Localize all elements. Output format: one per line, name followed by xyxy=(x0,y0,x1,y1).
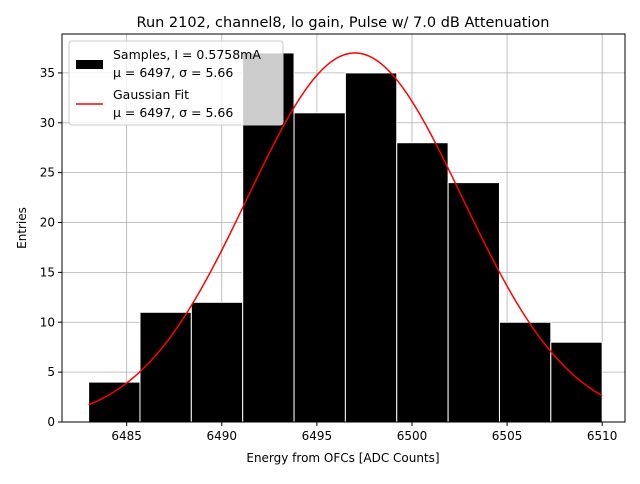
histogram-bar xyxy=(498,321,552,423)
y-tick-label: 0 xyxy=(47,415,55,429)
y-tick-label: 30 xyxy=(40,116,55,130)
x-tick-label: 6490 xyxy=(206,429,237,443)
histogram-bar xyxy=(344,72,398,423)
y-tick-label: 15 xyxy=(40,265,55,279)
histogram-bar xyxy=(396,142,449,423)
plot-frame xyxy=(61,33,626,423)
legend-fit-label: Gaussian Fit xyxy=(113,87,189,102)
histogram-bar xyxy=(190,301,244,423)
y-tick-label: 25 xyxy=(40,166,55,180)
x-tick-label: 6505 xyxy=(492,429,523,443)
legend-samples-stats: μ = 6497, σ = 5.66 xyxy=(113,65,233,80)
y-tick-label: 20 xyxy=(40,216,55,230)
legend-samples-label: Samples, I = 0.5758mA xyxy=(113,47,261,62)
legend-fit-stats: μ = 6497, σ = 5.66 xyxy=(113,105,233,120)
y-tick-label: 10 xyxy=(40,315,55,329)
legend-samples-swatch xyxy=(76,60,103,69)
x-tick-label: 6500 xyxy=(397,429,428,443)
y-tick-label: 5 xyxy=(47,365,55,379)
x-axis-ticks: 6485 6490 6495 6500 6505 6510 xyxy=(111,422,617,443)
histogram-bar xyxy=(550,341,603,423)
histogram-bar xyxy=(139,311,192,423)
y-tick-label: 35 xyxy=(40,66,55,80)
gaussian-fit xyxy=(88,52,603,406)
x-tick-label: 6495 xyxy=(302,429,333,443)
y-axis-ticks: 0 5 10 15 20 25 30 35 xyxy=(40,66,62,429)
histogram-bar xyxy=(293,112,346,423)
x-axis-label: Energy from OFCs [ADC Counts] xyxy=(246,451,439,465)
histogram-bar xyxy=(88,381,141,423)
x-tick-label: 6510 xyxy=(587,429,618,443)
y-axis-label: Entries xyxy=(15,207,29,249)
legend-box xyxy=(68,40,284,126)
x-tick-label: 6485 xyxy=(111,429,142,443)
gaussian-fit-curve xyxy=(88,52,603,406)
chart-title: Run 2102, channel8, lo gain, Pulse w/ 7.… xyxy=(137,15,550,31)
histogram-bar xyxy=(447,182,500,423)
legend: Samples, I = 0.5758mA μ = 6497, σ = 5.66… xyxy=(68,40,284,126)
